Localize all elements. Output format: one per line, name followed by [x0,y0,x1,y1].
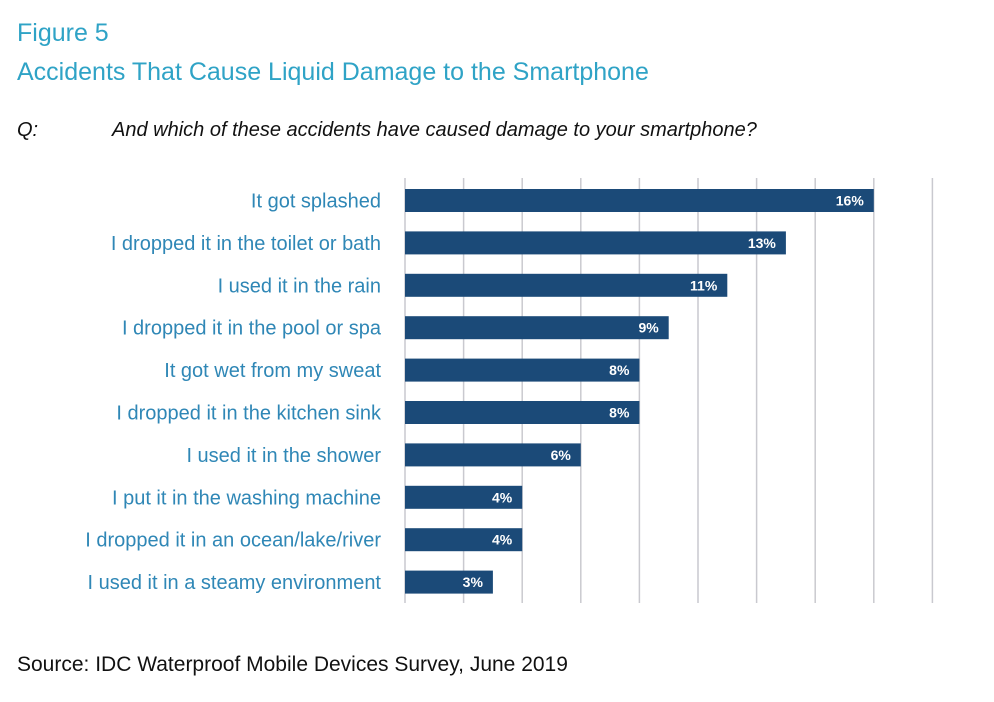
question-text: And which of these accidents have caused… [112,119,757,141]
bar [405,401,640,424]
category-label: It got splashed [251,191,381,213]
value-label: 4% [492,489,513,505]
category-label: I dropped it in an ocean/lake/river [85,530,381,552]
bar [405,570,493,594]
bar [405,358,640,382]
bar-chart: It got splashed I dropped it in the toile… [85,178,934,603]
category-label: I used it in the rain [218,275,381,297]
value-label: 8% [609,405,630,421]
value-label: 6% [551,447,572,463]
figure-label: Figure 5 [17,19,109,47]
value-label: 3% [463,574,484,590]
category-label: I used it in the shower [186,445,381,467]
category-label: I dropped it in the toilet or bath [111,233,381,255]
value-label: 13% [748,235,777,251]
bar [405,443,581,467]
bar [405,189,874,212]
category-label: I dropped it in the kitchen sink [116,403,382,425]
bar [405,528,523,552]
bar [405,485,523,509]
value-labels: 16% 13% 11% 9% 8% 8% 6% 4% 4% 3% [463,193,865,591]
source-note: Source: IDC Waterproof Mobile Devices Su… [17,653,568,676]
question: Q: And which of these accidents have caus… [17,117,974,143]
category-label: I dropped it in the pool or spa [122,318,382,340]
category-label: It got wet from my sweat [164,360,381,382]
category-label: I used it in a steamy environment [88,572,382,594]
value-label: 9% [638,320,659,336]
bar [405,231,786,255]
value-label: 16% [836,193,865,209]
bar [405,316,669,340]
bars [405,189,874,594]
category-label: I put it in the washing machine [112,487,381,509]
value-label: 11% [690,277,718,293]
figure-title: Accidents That Cause Liquid Damage to th… [17,58,649,86]
value-label: 8% [609,362,630,378]
bar [405,273,728,297]
category-labels: It got splashed I dropped it in the toile… [85,191,382,595]
question-prefix: Q: [17,119,39,141]
value-label: 4% [492,532,513,548]
